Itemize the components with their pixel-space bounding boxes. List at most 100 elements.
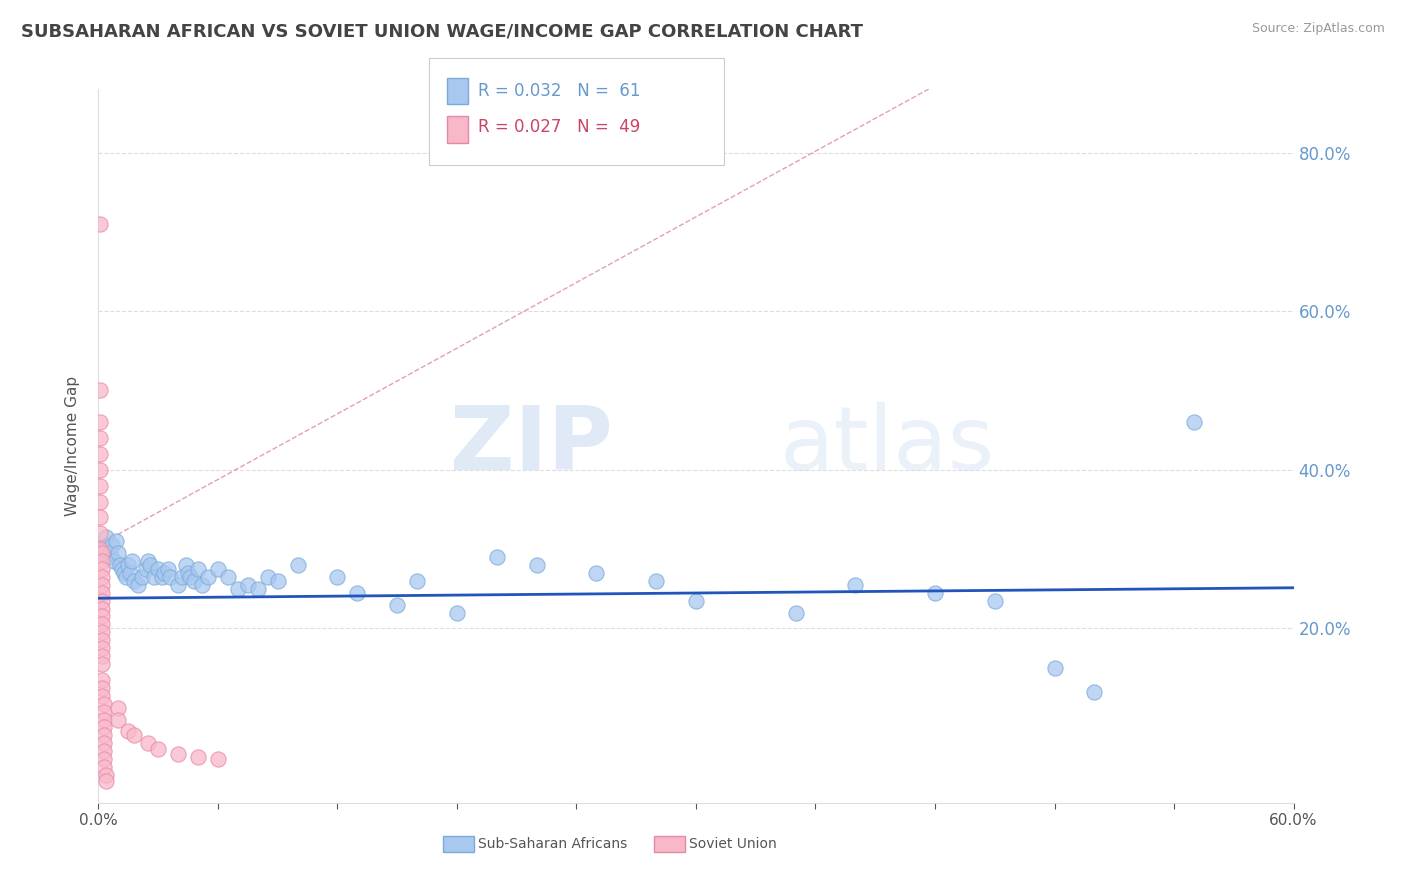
Point bbox=[526, 558, 548, 572]
Point bbox=[89, 526, 111, 541]
Text: Soviet Union: Soviet Union bbox=[689, 837, 776, 851]
Point bbox=[117, 724, 139, 739]
Point bbox=[93, 752, 115, 766]
Point bbox=[91, 649, 114, 664]
Point bbox=[91, 601, 114, 615]
Point bbox=[256, 570, 278, 584]
Point bbox=[124, 574, 146, 588]
Point bbox=[685, 593, 707, 607]
Point bbox=[93, 728, 115, 742]
Point bbox=[148, 742, 170, 756]
Point bbox=[1083, 685, 1105, 699]
Point bbox=[93, 542, 115, 557]
Point bbox=[645, 574, 668, 588]
Point bbox=[585, 566, 607, 580]
Point bbox=[136, 554, 159, 568]
Point bbox=[91, 673, 114, 687]
Text: R = 0.032   N =  61: R = 0.032 N = 61 bbox=[478, 82, 641, 100]
Point bbox=[167, 578, 190, 592]
Point bbox=[197, 570, 219, 584]
Text: ZIP: ZIP bbox=[450, 402, 613, 490]
Point bbox=[139, 558, 162, 572]
Point bbox=[246, 582, 269, 596]
Point bbox=[96, 774, 118, 789]
Point bbox=[148, 562, 170, 576]
Point bbox=[91, 657, 114, 671]
Point bbox=[91, 570, 114, 584]
Point bbox=[89, 478, 111, 492]
Point bbox=[984, 593, 1007, 607]
Point bbox=[183, 574, 205, 588]
Point bbox=[103, 554, 125, 568]
Point bbox=[89, 447, 111, 461]
Point bbox=[91, 562, 114, 576]
Point bbox=[124, 728, 146, 742]
Point bbox=[101, 538, 124, 552]
Point bbox=[1182, 415, 1205, 429]
Point bbox=[1043, 661, 1066, 675]
Point bbox=[174, 558, 197, 572]
Point bbox=[110, 558, 132, 572]
Text: SUBSAHARAN AFRICAN VS SOVIET UNION WAGE/INCOME GAP CORRELATION CHART: SUBSAHARAN AFRICAN VS SOVIET UNION WAGE/… bbox=[21, 22, 863, 40]
Point bbox=[346, 585, 368, 599]
Point bbox=[179, 570, 201, 584]
Point bbox=[91, 617, 114, 632]
Point bbox=[89, 494, 111, 508]
Point bbox=[236, 578, 259, 592]
Point bbox=[107, 546, 129, 560]
Point bbox=[207, 752, 229, 766]
Text: atlas: atlas bbox=[779, 402, 995, 490]
Text: Source: ZipAtlas.com: Source: ZipAtlas.com bbox=[1251, 22, 1385, 36]
Point bbox=[93, 705, 115, 719]
Point bbox=[207, 562, 229, 576]
Point bbox=[187, 562, 209, 576]
Point bbox=[153, 566, 176, 580]
Point bbox=[91, 681, 114, 695]
Point bbox=[91, 641, 114, 656]
Point bbox=[91, 625, 114, 640]
Point bbox=[96, 530, 118, 544]
Point bbox=[107, 713, 129, 727]
Point bbox=[150, 570, 173, 584]
Point bbox=[89, 463, 111, 477]
Point bbox=[121, 554, 143, 568]
Text: R = 0.027   N =  49: R = 0.027 N = 49 bbox=[478, 118, 640, 136]
Point bbox=[267, 574, 290, 588]
Point bbox=[217, 570, 239, 584]
Point bbox=[117, 558, 139, 572]
Point bbox=[191, 578, 214, 592]
Point bbox=[287, 558, 309, 572]
Point bbox=[120, 566, 142, 580]
Point bbox=[89, 217, 111, 231]
Point bbox=[143, 570, 166, 584]
Point bbox=[93, 713, 115, 727]
Point bbox=[91, 593, 114, 607]
Point bbox=[157, 562, 180, 576]
Point bbox=[93, 736, 115, 750]
Point bbox=[89, 384, 111, 398]
Point bbox=[112, 566, 135, 580]
Point bbox=[187, 749, 209, 764]
Point bbox=[93, 697, 115, 711]
Point bbox=[91, 633, 114, 648]
Point bbox=[385, 598, 409, 612]
Point bbox=[172, 570, 194, 584]
Point bbox=[91, 554, 114, 568]
Point bbox=[91, 585, 114, 599]
Point bbox=[93, 760, 115, 774]
Point bbox=[167, 747, 190, 761]
Point bbox=[159, 570, 181, 584]
Point bbox=[107, 700, 129, 714]
Point bbox=[406, 574, 429, 588]
Point bbox=[485, 549, 508, 564]
Point bbox=[326, 570, 349, 584]
Point bbox=[924, 585, 946, 599]
Point bbox=[131, 570, 153, 584]
Point bbox=[844, 578, 866, 592]
Point bbox=[93, 744, 115, 758]
Point bbox=[91, 578, 114, 592]
Point bbox=[91, 609, 114, 624]
Point bbox=[127, 578, 149, 592]
Point bbox=[785, 606, 807, 620]
Point bbox=[89, 542, 111, 557]
